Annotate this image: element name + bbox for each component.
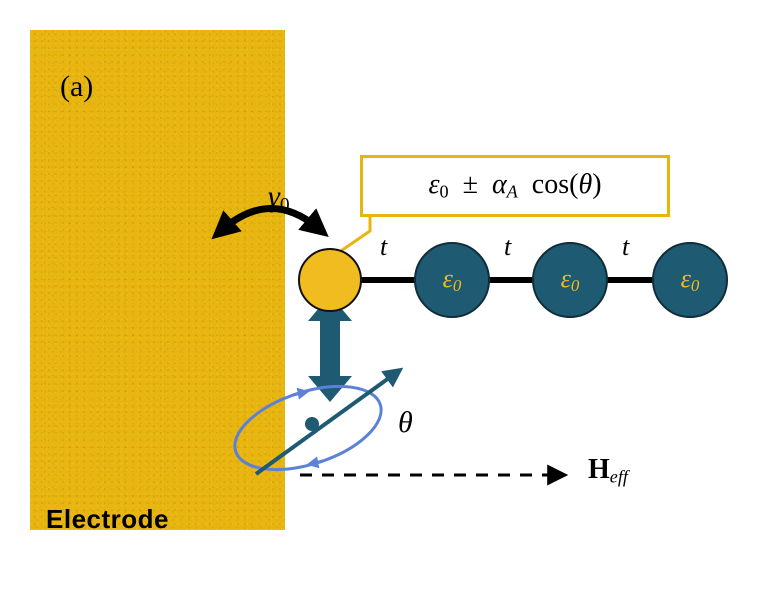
bond-label: t xyxy=(504,232,511,262)
site-bulk: ε0 xyxy=(532,242,608,318)
bond-label: t xyxy=(622,232,629,262)
bond xyxy=(358,277,418,283)
heff-label: Heff xyxy=(588,454,628,488)
site-bulk: ε0 xyxy=(652,242,728,318)
site-coupled xyxy=(298,248,362,312)
bond xyxy=(486,277,536,283)
diagram-stage: Electrode (a) ε0 ± αA cos(θ) γ0 t t t ε0 xyxy=(0,0,760,598)
bond-label: t xyxy=(380,232,387,262)
heff-arrow-icon xyxy=(0,0,760,598)
bond xyxy=(604,277,656,283)
site-bulk: ε0 xyxy=(414,242,490,318)
